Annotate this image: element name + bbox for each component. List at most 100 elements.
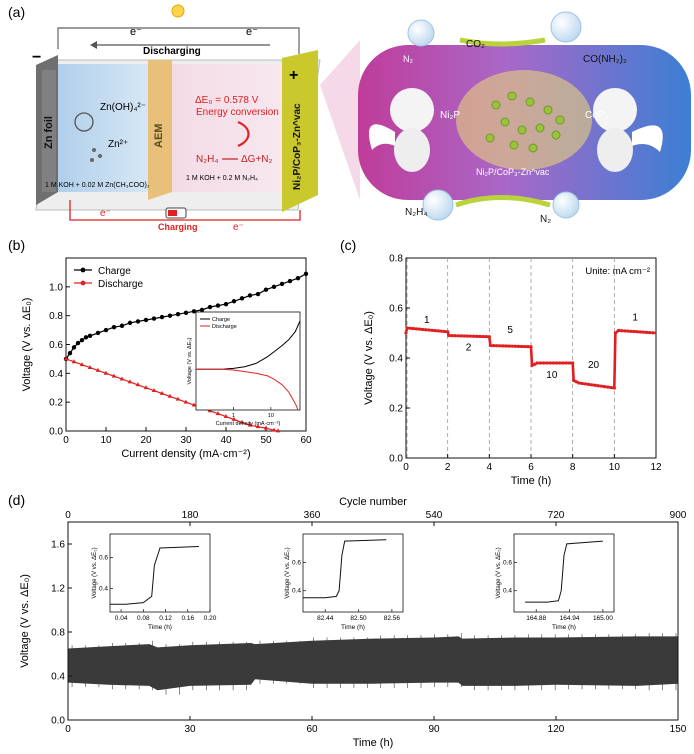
- data-point: [572, 378, 576, 383]
- data-point: [529, 345, 533, 349]
- data-point: [207, 304, 213, 310]
- top-tick-label: 540: [426, 510, 443, 521]
- data-point: [111, 325, 117, 330]
- data-point: [247, 293, 253, 298]
- data-point: [623, 329, 627, 333]
- data-point: [279, 281, 285, 287]
- zn2plus-label: Zn²⁺: [108, 139, 128, 150]
- external-circuit-bottom: [69, 200, 301, 221]
- data-point: [275, 428, 281, 433]
- inset-x-tick-label: 0.12: [159, 615, 172, 622]
- lightbulb-icon: [171, 4, 185, 18]
- inset-y-label: Voltage (V vs. ΔE₀): [92, 547, 98, 598]
- data-point: [119, 323, 125, 328]
- current-density-label: 2: [466, 343, 472, 354]
- discharging-label: Discharging: [143, 46, 201, 57]
- data-point: [103, 327, 109, 333]
- y-tick-label: 0.0: [389, 454, 403, 465]
- data-point: [513, 344, 517, 348]
- reaction-left: N₂H₄: [196, 154, 218, 165]
- inset-y-tick-label: 0.6: [503, 559, 512, 566]
- data-point: [95, 367, 101, 372]
- series-line-discharge: [65, 358, 279, 432]
- data-point: [79, 362, 85, 367]
- data-point: [574, 380, 578, 384]
- data-point: [215, 303, 221, 308]
- data-point: [538, 361, 543, 365]
- voltage-band: [68, 636, 678, 691]
- data-point: [408, 326, 412, 330]
- cop3-label: CoP₃: [585, 110, 609, 121]
- y-tick-label: 0.4: [49, 369, 63, 380]
- data-point: [414, 327, 419, 331]
- external-circuit-top: [57, 27, 300, 54]
- y-tick-label: 0.0: [51, 716, 65, 727]
- data-point: [468, 334, 473, 338]
- top-tick-label: 180: [182, 510, 199, 521]
- current-density-label: 10: [546, 370, 558, 381]
- data-point: [255, 291, 261, 297]
- inset-x-tick-label: 0.16: [181, 615, 194, 622]
- y-tick-label: 1.2: [51, 584, 65, 595]
- inset-line: [303, 539, 387, 599]
- inset-legend-label: Discharge: [212, 324, 237, 330]
- zoom-cone: [320, 40, 360, 200]
- bubble-icon: [550, 11, 582, 43]
- angel-head-left: [390, 88, 434, 132]
- inset-y-label: Voltage (V vs. ΔE₀): [285, 547, 291, 598]
- inset-y-tick-label: 0.6: [99, 554, 108, 561]
- inset-x-tick-label: 10: [268, 413, 274, 419]
- data-point: [520, 344, 524, 349]
- data-point: [303, 271, 309, 277]
- data-point: [599, 384, 604, 388]
- data-point: [548, 361, 552, 365]
- data-point: [159, 390, 165, 395]
- inset-x-tick-label: 1: [232, 413, 235, 419]
- data-point: [135, 382, 141, 387]
- data-point: [439, 329, 444, 333]
- data-point: [263, 287, 269, 292]
- inset-frame: [109, 533, 211, 613]
- units-annotation: Unite: mA cm⁻²: [585, 266, 650, 277]
- data-point: [580, 381, 584, 386]
- data-point: [586, 382, 591, 386]
- bubble-urea-label: CO(NH₂)₂: [583, 54, 627, 65]
- x-tick-label: 0: [63, 435, 69, 446]
- top-tick-label: 720: [548, 510, 565, 521]
- data-point: [561, 361, 565, 365]
- cycle-arrows-icon: [74, 112, 94, 132]
- data-point: [119, 376, 125, 381]
- data-point: [491, 343, 496, 348]
- data-point: [79, 337, 85, 343]
- top-tick-label: 360: [304, 510, 321, 521]
- data-point: [151, 388, 157, 393]
- data-point: [446, 330, 450, 334]
- data-point: [424, 328, 428, 332]
- data-point: [159, 314, 165, 320]
- data-point: [516, 344, 521, 348]
- data-point: [447, 333, 451, 338]
- electron-top-right: e⁻: [246, 26, 258, 38]
- data-point: [478, 334, 482, 339]
- data-point: [271, 284, 277, 290]
- data-point: [635, 330, 639, 334]
- data-point: [629, 329, 633, 333]
- data-point: [609, 385, 613, 390]
- y-tick-label: 1.6: [51, 540, 65, 551]
- inset-line-discharge: [196, 368, 299, 411]
- data-point: [71, 359, 77, 364]
- cathode-electrolyte: 1 M KOH + 0.2 M N₂H₄: [186, 175, 258, 182]
- data-point: [405, 326, 409, 330]
- x-tick-label: 0: [403, 462, 409, 473]
- data-point: [175, 396, 181, 401]
- inset-line: [110, 546, 199, 605]
- inset-x-label: Time (h): [148, 624, 172, 631]
- data-point: [620, 329, 624, 333]
- x-tick-label: 0: [65, 724, 71, 735]
- data-point: [183, 399, 189, 404]
- data-point: [641, 330, 646, 334]
- data-point: [510, 344, 514, 348]
- inset-frame: [302, 533, 404, 613]
- data-point: [87, 364, 93, 369]
- data-point: [596, 384, 600, 388]
